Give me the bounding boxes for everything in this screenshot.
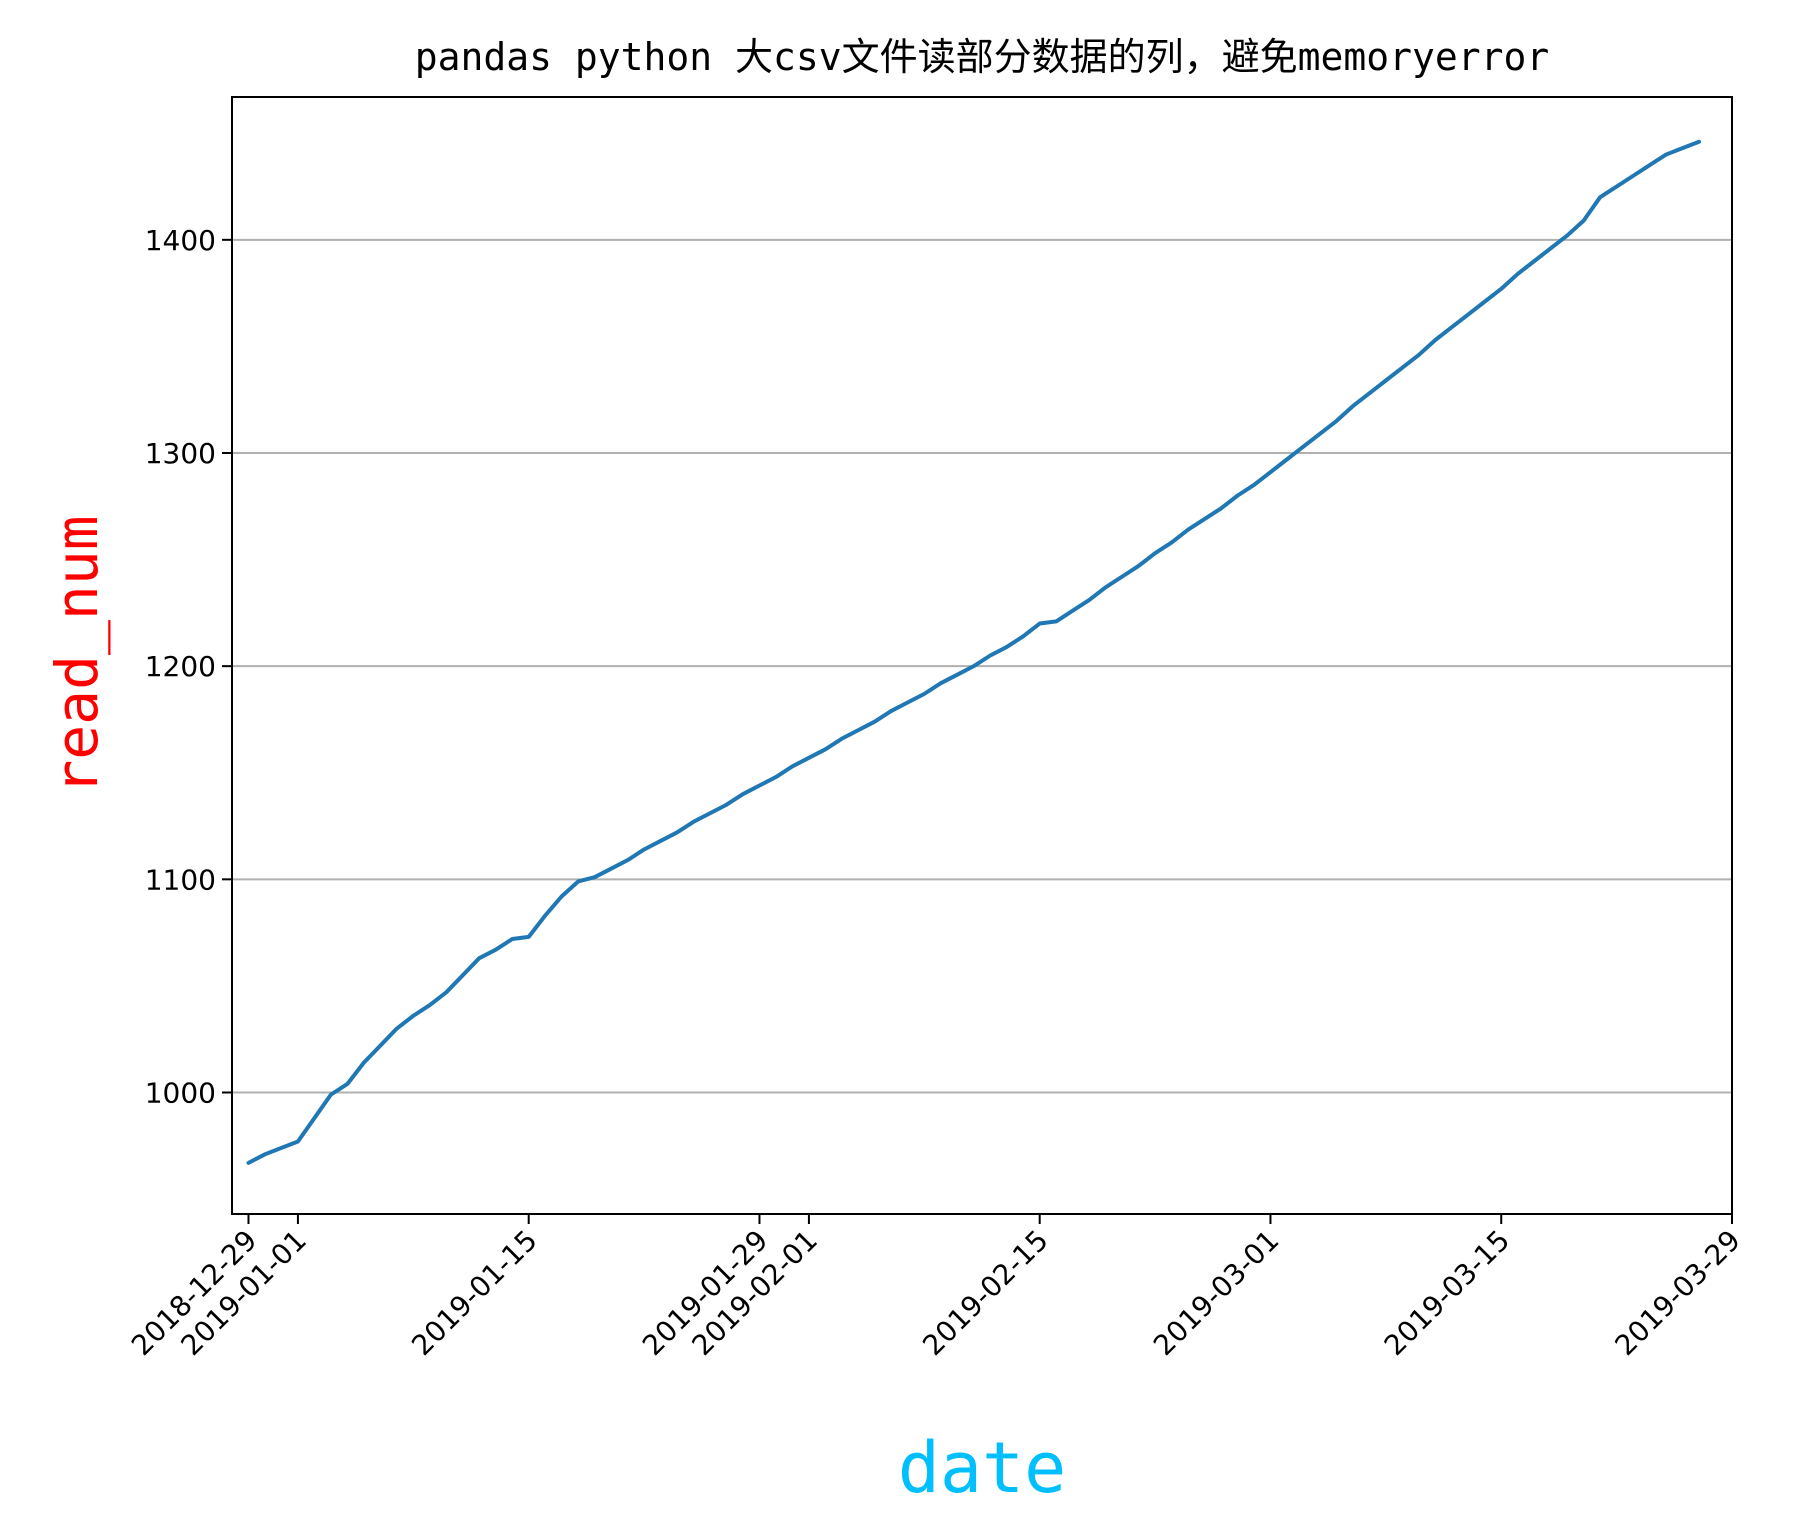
y-tick-label: 1200 — [145, 650, 216, 683]
chart-title: pandas python 大csv文件读部分数据的列，避免memoryerro… — [415, 35, 1550, 79]
x-tick-label: 2019-03-29 — [1609, 1224, 1747, 1362]
x-tick-label: 2019-03-15 — [1378, 1224, 1516, 1362]
plot-frame — [231, 96, 1733, 1215]
y-tick-label: 1000 — [145, 1076, 216, 1109]
gridlines — [232, 238, 1732, 1094]
y-axis-ticks: 1000 1100 1200 1300 1400 — [145, 224, 232, 1109]
x-tick-label: 2019-03-01 — [1147, 1224, 1285, 1362]
x-axis-label: date — [898, 1427, 1067, 1509]
y-axis-label: read_num — [43, 515, 111, 794]
y-tick-label: 1400 — [145, 224, 216, 257]
y-tick-label: 1300 — [145, 437, 216, 470]
x-tick-label: 2019-02-15 — [916, 1224, 1054, 1362]
series-line — [246, 139, 1702, 1165]
x-tick-label: 2019-01-15 — [405, 1224, 543, 1362]
y-tick-label: 1100 — [145, 863, 216, 896]
